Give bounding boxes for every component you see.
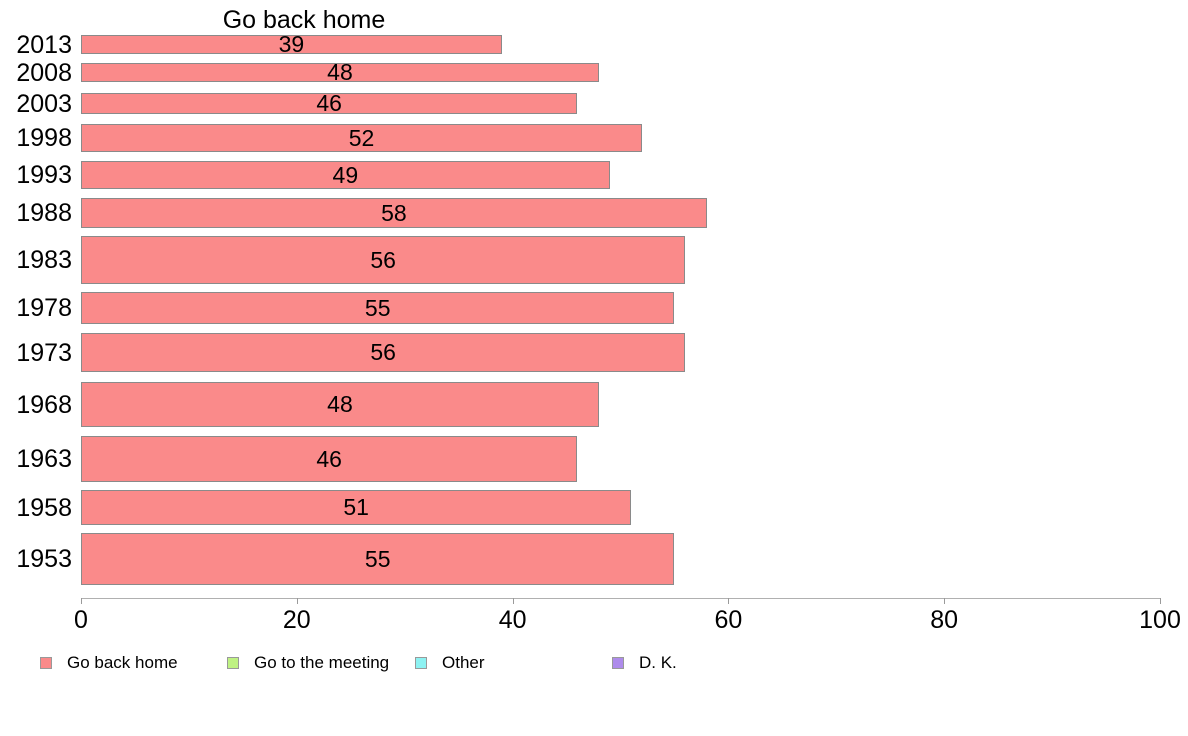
bar-value-label: 55 <box>364 546 391 572</box>
legend-color-swatch <box>227 657 239 669</box>
bar-1953 <box>81 533 675 585</box>
legend-color-swatch <box>612 657 624 669</box>
y-axis-category-label: 2013 <box>16 30 72 59</box>
bar-value-label: 39 <box>278 31 305 57</box>
chart-title: Go back home <box>222 6 386 34</box>
y-axis-category-label: 1958 <box>16 493 72 522</box>
x-axis-tick-label: 20 <box>282 606 311 634</box>
bar-2008 <box>81 63 599 82</box>
y-axis-category-label: 1988 <box>16 199 72 227</box>
bar-value-label: 52 <box>348 125 375 151</box>
x-axis-tick-label: 80 <box>930 606 959 634</box>
bar-2003 <box>81 93 578 114</box>
bar-value-label: 49 <box>332 162 359 188</box>
y-axis-category-label: 1983 <box>16 246 72 274</box>
x-axis-tick <box>81 598 82 604</box>
bar-value-label: 51 <box>343 494 369 520</box>
bar-value-label: 56 <box>370 247 396 273</box>
y-axis-category-label: 1973 <box>16 338 72 367</box>
bar-value-label: 46 <box>316 446 342 472</box>
bar-value-label: 58 <box>381 200 407 226</box>
legend-color-swatch <box>415 657 427 669</box>
y-axis-category-label: 1953 <box>16 545 72 573</box>
y-axis-category-label: 1993 <box>16 161 72 189</box>
y-axis-category-label: 2003 <box>16 89 72 118</box>
x-axis-tick-label: 100 <box>1139 606 1181 634</box>
bar-1998 <box>81 124 643 152</box>
bar-1963 <box>81 436 578 482</box>
bar-value-label: 48 <box>327 391 353 417</box>
bar-1983 <box>81 236 686 284</box>
x-axis-tick <box>728 598 730 604</box>
bar-1993 <box>81 161 610 189</box>
x-axis-tick <box>512 598 514 604</box>
y-axis-category-label: 1998 <box>16 124 72 152</box>
y-axis-category-label: 2008 <box>16 58 72 87</box>
bar-value-label: 48 <box>327 59 353 85</box>
bar-1968 <box>81 382 599 427</box>
bar-2013 <box>81 35 502 54</box>
bar-1978 <box>81 292 675 324</box>
legend-item-label: D. K. <box>639 653 677 672</box>
x-axis-tick-label: 40 <box>498 606 527 634</box>
y-axis-category-label: 1978 <box>16 294 72 322</box>
x-axis-line <box>81 598 1160 599</box>
legend-item-label: Go back home <box>67 653 178 672</box>
x-axis-tick-label: 60 <box>714 606 743 634</box>
y-axis-category-label: 1968 <box>16 390 72 419</box>
x-axis-tick <box>944 598 946 604</box>
x-axis-tick <box>296 598 298 604</box>
bar-1973 <box>81 333 686 372</box>
bar-value-label: 46 <box>316 90 342 116</box>
bar-value-label: 55 <box>364 295 391 321</box>
bar-1958 <box>81 490 632 525</box>
x-axis-tick <box>1160 598 1161 604</box>
legend-color-swatch <box>40 657 52 669</box>
x-axis-tick-label: 0 <box>74 606 88 634</box>
bar-value-label: 56 <box>370 339 396 365</box>
legend-item-label: Other <box>442 653 485 672</box>
bar-1988 <box>81 198 707 228</box>
y-axis-category-label: 1963 <box>16 445 72 473</box>
legend-item-label: Go to the meeting <box>254 653 390 672</box>
